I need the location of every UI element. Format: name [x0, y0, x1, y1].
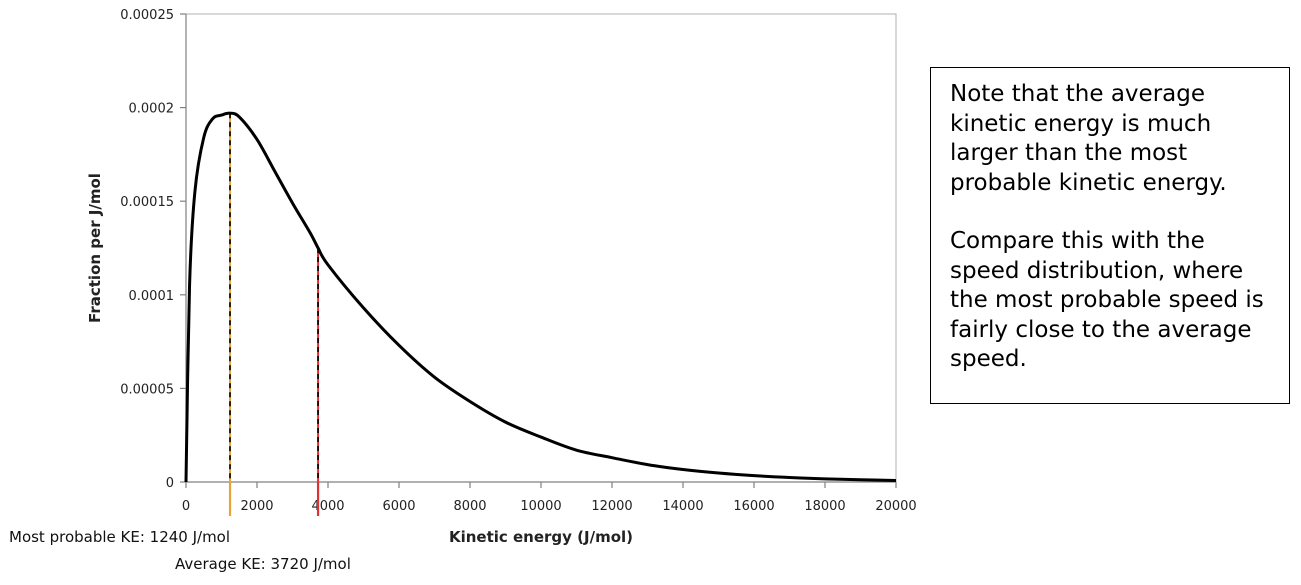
x-axis-title: Kinetic energy (J/mol) — [449, 528, 633, 546]
x-tick-label: 12000 — [591, 499, 632, 514]
marker-lines — [228, 113, 320, 516]
x-tick-label: 16000 — [733, 499, 774, 514]
x-tick-label: 4000 — [311, 499, 344, 514]
note-paragraph-1: Note that the average kinetic energy is … — [950, 81, 1227, 196]
most-probable-ke-label: Most probable KE: 1240 J/mol — [9, 528, 230, 546]
y-tick-label: 0.00005 — [120, 382, 174, 397]
y-tick-label: 0.00025 — [120, 8, 174, 23]
plot-area — [185, 13, 897, 483]
y-tick-label: 0.0002 — [129, 102, 175, 117]
y-tick-label: 0.0001 — [129, 289, 175, 304]
x-tick-label: 8000 — [453, 499, 486, 514]
y-tick-label: 0.00015 — [120, 195, 174, 210]
y-axis-ticks: 0 0.00005 0.0001 0.00015 0.0002 0.00025 — [120, 8, 186, 491]
energy-distribution-chart: 0 0.00005 0.0001 0.00015 0.0002 0.00025 0 2000… — [9, 8, 917, 573]
x-tick-label: 2000 — [240, 499, 273, 514]
note-box: Note that the average kinetic energy is … — [930, 67, 1290, 404]
y-tick-label: 0 — [166, 476, 174, 491]
x-tick-label: 0 — [182, 499, 190, 514]
x-tick-label: 20000 — [875, 499, 916, 514]
x-axis-ticks: 0 2000 4000 6000 8000 10000 12000 14000 16000 180… — [182, 482, 917, 514]
note-paragraph-2: Compare this with the speed distribution… — [950, 228, 1264, 372]
y-axis-title: Fraction per J/mol — [86, 173, 104, 323]
x-tick-label: 18000 — [804, 499, 845, 514]
series-line — [184, 111, 897, 483]
x-tick-label: 10000 — [520, 499, 561, 514]
average-ke-label: Average KE: 3720 J/mol — [175, 555, 351, 573]
x-tick-label: 14000 — [662, 499, 703, 514]
x-tick-label: 6000 — [382, 499, 415, 514]
